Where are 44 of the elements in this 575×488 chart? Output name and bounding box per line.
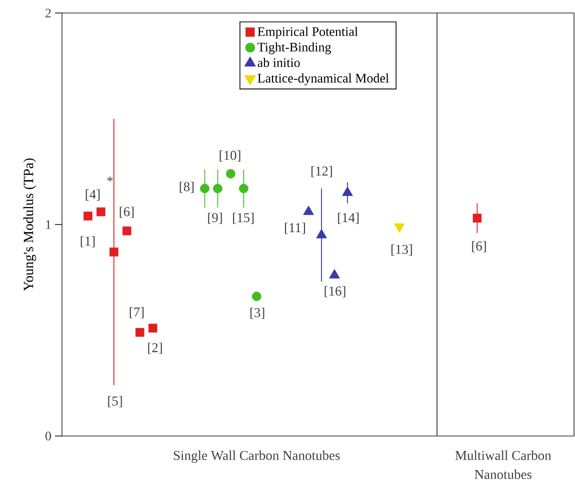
annotation: [12] [311,166,332,178]
legend-label: ab initio [258,58,300,68]
annotation: [11] [285,222,305,234]
annotation: [3] [250,308,264,319]
annotation: [15] [233,212,254,224]
x-tick-label: Multiwall Carbon Nanotubes [455,450,552,480]
annotation: [7] [130,307,144,318]
annotation: [14] [338,212,359,224]
x-tick-label: Single Wall Carbon Nanotubes [174,450,340,463]
annotation: [1] [80,236,95,248]
point [342,186,353,196]
point [200,184,210,194]
point [213,184,222,194]
annotation: * [107,176,113,182]
point [226,169,236,178]
y-axis-title: Young's Modulus (TPa) [23,158,36,292]
annotation: [8] [180,182,194,193]
point [238,184,248,194]
annotation: [4] [86,189,100,201]
legend-label: Empirical Potential [258,26,358,39]
annotation: [6] [120,206,134,218]
annotation: [2] [148,342,162,354]
annotation: [13] [391,244,412,256]
annotation: [9] [208,212,222,224]
y-tick-label: 1 [46,220,51,229]
point [303,206,314,216]
point [329,269,340,278]
point [110,248,118,256]
y-tick-label: 2 [46,8,51,18]
legend-label: Lattice-dynamical Model [258,73,389,86]
annotation: [5] [108,396,122,408]
point [316,228,327,238]
legend-label: Tight-Binding [258,42,332,54]
y-tick-label: 0 [45,432,51,440]
point [135,328,144,337]
point [122,226,132,236]
annotation: [16] [324,286,346,298]
point [148,324,158,333]
point [252,292,262,302]
point [96,207,106,216]
annotation: [6] [472,241,486,252]
annotation: [10] [220,150,240,162]
point [84,212,92,220]
point [472,214,482,223]
